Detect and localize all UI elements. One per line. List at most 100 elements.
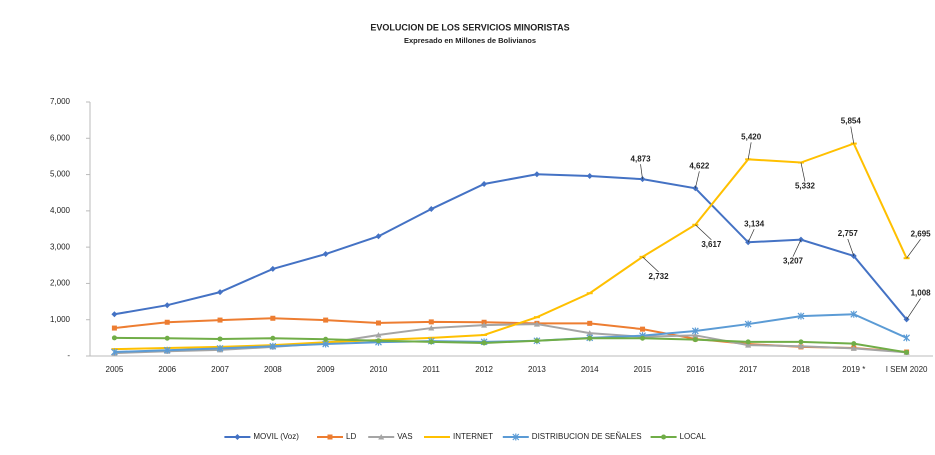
marker	[110, 348, 118, 356]
leader-line	[642, 256, 659, 273]
legend-item: MOVIL (Voz)	[224, 432, 299, 441]
leader-line	[695, 171, 700, 189]
y-tick-label: 6,000	[50, 133, 71, 142]
data-label: 1,008	[911, 289, 932, 298]
legend-label: INTERNET	[453, 432, 493, 441]
marker	[375, 331, 382, 338]
series-line	[114, 336, 907, 354]
x-tick-label: 2007	[211, 365, 229, 374]
marker	[269, 342, 277, 350]
chart-subtitle: Expresado en Millones de Bolivianos	[404, 36, 536, 45]
marker	[270, 335, 276, 341]
marker	[797, 312, 805, 320]
marker	[327, 434, 333, 440]
marker	[322, 251, 329, 258]
data-label: 4,622	[689, 161, 710, 170]
marker	[164, 335, 170, 341]
leader-line	[800, 162, 806, 182]
marker	[745, 342, 752, 348]
marker	[640, 335, 646, 341]
marker	[111, 335, 117, 341]
marker	[797, 343, 804, 349]
marker	[216, 344, 224, 352]
marker	[745, 339, 751, 345]
x-tick-label: 2018	[792, 365, 810, 374]
legend-label: MOVIL (Voz)	[253, 432, 299, 441]
marker	[111, 325, 117, 331]
data-label: 3,207	[783, 257, 804, 266]
y-tick-label: 2,000	[50, 279, 71, 288]
y-tick-label: 1,000	[50, 315, 71, 324]
x-tick-label: 2013	[528, 365, 546, 374]
legend-item: INTERNET	[424, 432, 493, 441]
marker	[903, 334, 911, 342]
leader-line	[906, 239, 921, 259]
marker	[587, 335, 593, 341]
marker	[533, 171, 540, 178]
marker	[692, 332, 699, 338]
leader-line	[747, 229, 755, 243]
marker	[587, 320, 593, 326]
marker	[661, 434, 667, 440]
legend-label: VAS	[397, 432, 412, 441]
marker	[481, 322, 488, 328]
data-label: 4,873	[631, 154, 652, 163]
marker	[586, 173, 593, 180]
marker	[164, 319, 170, 325]
data-label: 2,732	[649, 272, 670, 281]
x-tick-label: 2005	[106, 365, 124, 374]
marker	[164, 302, 171, 309]
marker	[270, 315, 276, 321]
legend-item: DISTRIBUCION DE SEÑALES	[502, 432, 642, 441]
legend-item: VAS	[368, 432, 413, 441]
legend-label: LD	[346, 432, 356, 441]
marker	[692, 337, 698, 343]
marker	[481, 340, 487, 346]
marker	[533, 321, 540, 327]
marker	[850, 310, 858, 318]
x-tick-label: 2016	[686, 365, 704, 374]
legend-label: LOCAL	[680, 432, 707, 441]
series-line	[114, 173, 908, 321]
marker	[269, 265, 276, 272]
x-tick-label: 2008	[264, 365, 282, 374]
leader-line	[640, 164, 643, 180]
legend-item: LD	[317, 432, 356, 441]
y-tick-label: 3,000	[50, 242, 71, 251]
x-tick-label: 2019 *	[842, 365, 865, 374]
marker	[217, 336, 223, 342]
series-line	[114, 142, 908, 351]
marker	[904, 349, 910, 355]
data-label: 2,695	[911, 229, 932, 238]
marker	[640, 326, 646, 332]
marker	[691, 327, 699, 335]
y-tick-label: 4,000	[50, 206, 71, 215]
y-tick-label: 5,000	[50, 170, 71, 179]
marker	[217, 289, 224, 296]
x-tick-label: 2011	[423, 365, 441, 374]
data-label: 3,134	[744, 219, 765, 228]
chart-title: EVOLUCION DE LOS SERVICIOS MINORISTAS	[370, 22, 569, 32]
leader-line	[695, 224, 712, 241]
marker	[850, 252, 857, 259]
x-tick-label: 2014	[581, 365, 599, 374]
marker	[375, 233, 382, 240]
data-label: 5,420	[741, 132, 762, 141]
marker	[512, 433, 520, 441]
marker	[850, 345, 857, 351]
marker	[428, 325, 435, 331]
marker	[586, 330, 593, 336]
y-tick-label: -	[67, 351, 70, 360]
marker	[111, 311, 118, 318]
leader-line	[847, 238, 855, 257]
marker	[798, 339, 804, 345]
marker	[375, 338, 381, 344]
data-label: 3,617	[701, 240, 722, 249]
x-tick-label: 2012	[475, 365, 493, 374]
marker	[217, 317, 223, 323]
series-line	[114, 323, 907, 355]
marker	[428, 206, 435, 213]
leader-line	[747, 142, 752, 160]
marker	[851, 341, 857, 347]
